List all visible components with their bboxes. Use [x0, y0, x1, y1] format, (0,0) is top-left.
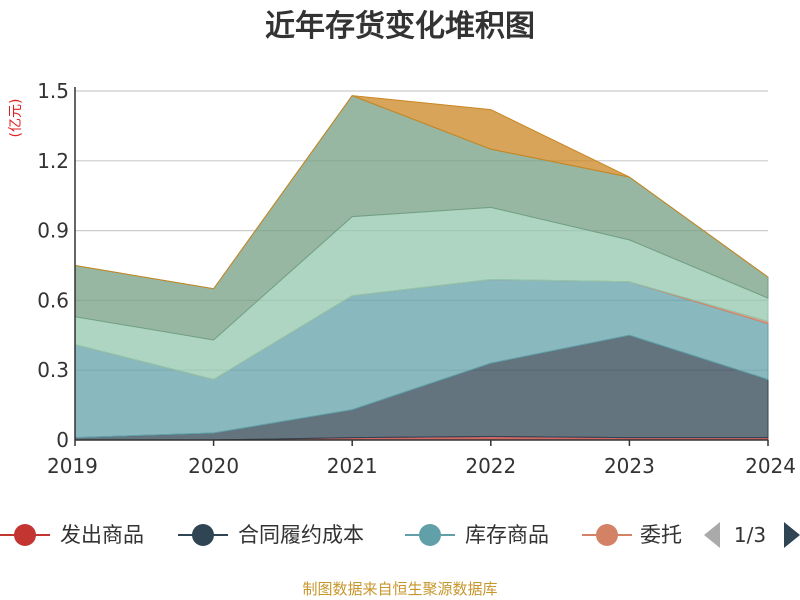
legend-label: 委托: [640, 523, 682, 547]
legend-pager: 1/3: [704, 522, 800, 548]
legend-item[interactable]: 库存商品: [405, 523, 549, 547]
legend-prev-icon[interactable]: [704, 522, 720, 548]
legend-label: 合同履约成本: [238, 523, 364, 547]
legend-marker: [14, 524, 36, 546]
x-tick-labels: 2019 2020 2021 2022 2023 2024: [47, 454, 796, 478]
x-tick-label: 2023: [604, 454, 655, 478]
legend: 发出商品 合同履约成本 库存商品 委托: [0, 523, 682, 547]
axes: [74, 87, 769, 446]
legend-item[interactable]: 委托: [582, 523, 682, 547]
x-tick-label: 2020: [188, 454, 239, 478]
x-tick-label: 2019: [47, 454, 98, 478]
y-tick-labels: 0 0.3 0.6 0.9 1.2 1.5: [37, 79, 69, 452]
stacked-areas: [74, 95, 769, 441]
y-axis-unit: (亿元): [8, 99, 24, 138]
legend-marker: [192, 524, 214, 546]
legend-next-icon[interactable]: [784, 522, 800, 548]
legend-label: 库存商品: [465, 523, 549, 547]
y-tick-label: 1.2: [37, 149, 69, 173]
x-tick-label: 2024: [745, 454, 796, 478]
x-tick-label: 2021: [327, 454, 378, 478]
legend-page-indicator: 1/3: [734, 523, 766, 547]
legend-marker: [596, 524, 618, 546]
y-tick-label: 0.3: [37, 358, 69, 382]
y-tick-label: 0: [56, 428, 69, 452]
chart-title: 近年存货变化堆积图: [265, 9, 535, 44]
legend-item[interactable]: 合同履约成本: [178, 523, 364, 547]
legend-marker: [419, 524, 441, 546]
y-tick-label: 0.6: [37, 288, 69, 312]
data-source-note: 制图数据来自恒生聚源数据库: [302, 580, 497, 598]
y-tick-label: 0.9: [37, 219, 69, 243]
legend-item[interactable]: 发出商品: [0, 523, 144, 547]
x-tick-label: 2022: [465, 454, 516, 478]
legend-label: 发出商品: [60, 523, 144, 547]
y-tick-label: 1.5: [37, 79, 69, 103]
area-series7: [74, 95, 769, 290]
